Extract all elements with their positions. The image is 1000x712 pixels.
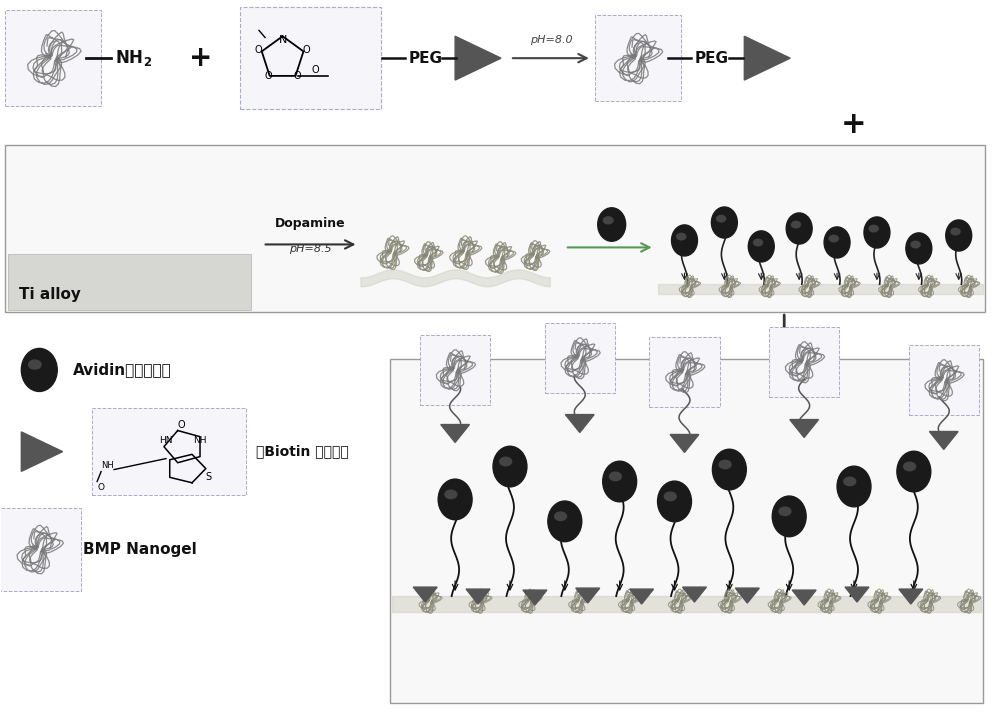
Ellipse shape (672, 225, 697, 256)
Text: pH=8.5: pH=8.5 (289, 244, 332, 254)
Text: O: O (293, 71, 301, 81)
Ellipse shape (946, 220, 972, 251)
Ellipse shape (837, 466, 871, 507)
Polygon shape (792, 590, 816, 605)
Ellipse shape (844, 477, 856, 486)
Polygon shape (21, 432, 63, 471)
Ellipse shape (824, 227, 850, 258)
Text: $\mathregular{NH_2}$: $\mathregular{NH_2}$ (115, 48, 152, 68)
Ellipse shape (598, 208, 626, 241)
Text: PEG: PEG (694, 51, 728, 66)
Text: O: O (303, 46, 311, 56)
Polygon shape (466, 589, 490, 604)
Text: +: + (841, 110, 867, 140)
Ellipse shape (791, 221, 800, 228)
Polygon shape (929, 431, 958, 449)
Text: （Biotin 生物素）: （Biotin 生物素） (256, 444, 348, 459)
Polygon shape (845, 587, 869, 602)
Ellipse shape (29, 360, 41, 369)
Ellipse shape (786, 213, 812, 244)
FancyBboxPatch shape (0, 508, 81, 591)
Text: HN: HN (159, 436, 173, 445)
Ellipse shape (772, 496, 806, 537)
FancyBboxPatch shape (909, 345, 979, 415)
Text: +: + (189, 44, 213, 72)
Ellipse shape (603, 217, 613, 224)
Text: Ti alloy: Ti alloy (19, 287, 81, 302)
FancyBboxPatch shape (649, 337, 720, 407)
Ellipse shape (951, 229, 960, 235)
Ellipse shape (603, 461, 637, 502)
Ellipse shape (711, 207, 737, 238)
Ellipse shape (864, 217, 890, 248)
FancyBboxPatch shape (5, 11, 101, 106)
Polygon shape (790, 419, 819, 437)
Ellipse shape (664, 492, 676, 501)
Text: N: N (278, 35, 287, 45)
FancyBboxPatch shape (420, 335, 490, 405)
FancyBboxPatch shape (390, 359, 983, 703)
Text: NH: NH (101, 461, 113, 470)
Ellipse shape (897, 451, 931, 492)
Polygon shape (8, 254, 251, 310)
Ellipse shape (445, 490, 457, 498)
Text: O: O (265, 71, 272, 81)
Polygon shape (413, 587, 437, 602)
Ellipse shape (438, 479, 472, 520)
Ellipse shape (609, 472, 621, 481)
Ellipse shape (712, 449, 746, 490)
Text: O: O (177, 420, 185, 430)
Text: NH: NH (193, 436, 207, 445)
Polygon shape (670, 434, 699, 452)
Ellipse shape (748, 231, 774, 262)
Ellipse shape (548, 501, 582, 542)
FancyBboxPatch shape (92, 408, 246, 496)
Ellipse shape (753, 239, 763, 246)
Ellipse shape (555, 512, 567, 520)
Polygon shape (523, 590, 547, 605)
Polygon shape (576, 588, 600, 603)
Polygon shape (441, 424, 469, 442)
Text: pH=8.0: pH=8.0 (530, 35, 572, 46)
Polygon shape (682, 587, 706, 602)
Text: PEG: PEG (408, 51, 442, 66)
Text: BMP Nanogel: BMP Nanogel (83, 542, 197, 557)
Ellipse shape (911, 241, 920, 248)
FancyBboxPatch shape (595, 15, 681, 101)
Ellipse shape (869, 226, 878, 232)
Polygon shape (455, 36, 501, 80)
Polygon shape (565, 414, 594, 432)
FancyBboxPatch shape (5, 145, 985, 312)
Polygon shape (899, 589, 923, 604)
Text: O: O (98, 483, 105, 492)
Ellipse shape (493, 446, 527, 487)
Text: Avidin（亲和素）: Avidin（亲和素） (73, 362, 172, 377)
Polygon shape (735, 588, 759, 603)
Polygon shape (630, 589, 654, 604)
FancyBboxPatch shape (240, 7, 381, 109)
Ellipse shape (677, 234, 686, 240)
FancyBboxPatch shape (769, 327, 839, 397)
Text: Dopamine: Dopamine (275, 217, 346, 231)
Ellipse shape (779, 507, 791, 515)
Ellipse shape (658, 481, 691, 522)
Polygon shape (744, 36, 790, 80)
Text: S: S (206, 471, 212, 481)
FancyBboxPatch shape (545, 323, 615, 393)
Ellipse shape (500, 457, 512, 466)
Ellipse shape (906, 233, 932, 264)
Text: O: O (312, 66, 319, 75)
Text: O: O (255, 46, 262, 56)
Ellipse shape (21, 348, 57, 392)
Ellipse shape (717, 216, 726, 222)
Ellipse shape (719, 460, 731, 468)
Ellipse shape (904, 462, 916, 471)
Ellipse shape (829, 236, 838, 242)
